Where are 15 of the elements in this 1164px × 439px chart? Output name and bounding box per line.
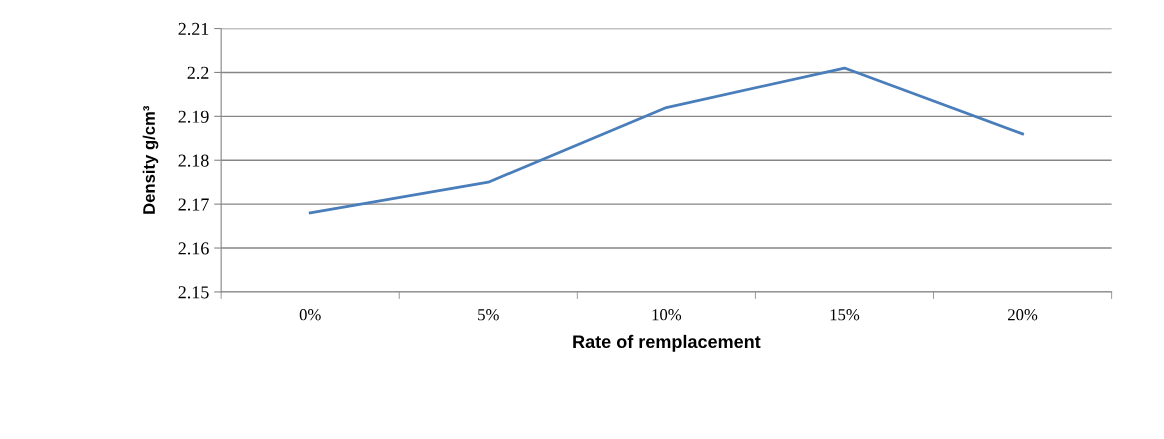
y-tick-label: 2.21 — [178, 22, 209, 36]
x-tick-label: 10% — [652, 309, 682, 321]
y-tick-label: 2.2 — [187, 66, 209, 79]
y-tick-label: 2.16 — [178, 242, 209, 255]
x-axis-title: Rate of remplacement — [573, 334, 761, 352]
y-tick-label: 2.18 — [178, 154, 209, 167]
x-tick-label: 15% — [830, 309, 860, 321]
line-series — [308, 66, 1024, 215]
y-tick-label: 2.19 — [178, 110, 209, 123]
x-tick-label: 0% — [299, 309, 321, 321]
x-tick-label: 20% — [1008, 309, 1038, 321]
x-tick-label: 5% — [478, 309, 499, 321]
y-axis-title: Density g/cm³ — [142, 105, 159, 214]
y-tick-label: 2.17 — [178, 198, 209, 211]
y-tick-label: 2.15 — [178, 286, 209, 299]
